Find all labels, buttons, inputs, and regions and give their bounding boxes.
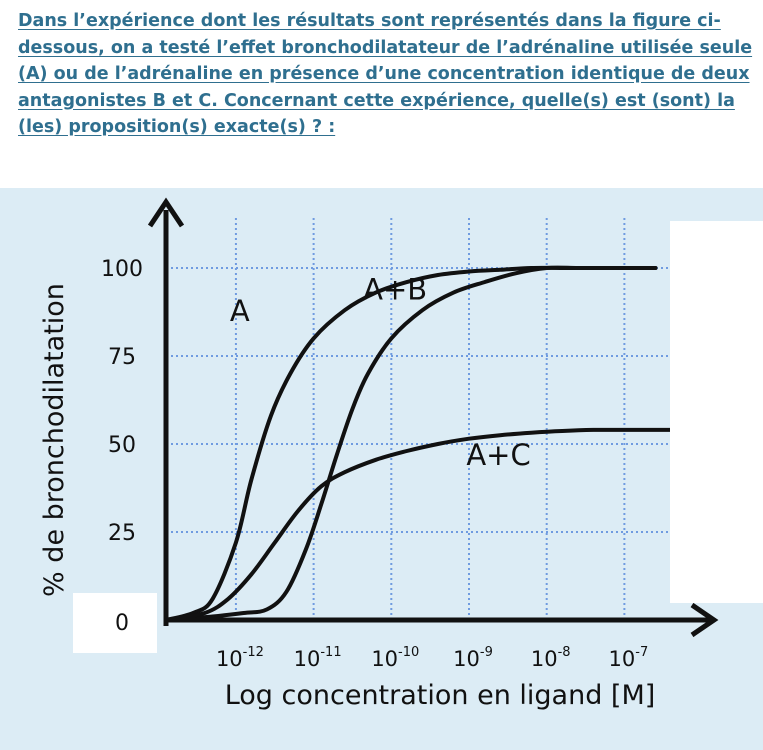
x-tick-label-5: 10-7	[609, 645, 649, 671]
y-tick-label-50: 50	[108, 433, 136, 458]
x-tick-label-2: 10-10	[371, 645, 419, 671]
series-labels: A A+B A+C	[230, 273, 531, 472]
x-tick-label-4: 10-8	[531, 645, 571, 671]
series-line-a-plus-b	[166, 265, 658, 622]
question-text: Dans l’expérience dont les résultats son…	[18, 11, 753, 137]
series-line-a-plus-c	[166, 427, 671, 622]
series-label-a-plus-b: A+B	[363, 273, 427, 307]
y-tick-label-75: 75	[108, 345, 136, 370]
white-patch-right	[670, 221, 763, 603]
white-patch-left	[73, 593, 157, 653]
y-axis-title: % de bronchodilatation	[39, 283, 70, 597]
y-tick-label-100: 100	[101, 257, 143, 282]
curves	[166, 265, 671, 622]
x-tick-label-3: 10-9	[453, 645, 493, 671]
series-label-a: A	[230, 294, 250, 328]
y-tick-label-0: 0	[115, 611, 129, 636]
y-tick-label-25: 25	[108, 521, 136, 546]
x-tick-label-0: 10-12	[216, 645, 264, 671]
y-tick-labels: 25 50 75 100	[101, 257, 143, 546]
x-axis-title: Log concentration en ligand [M]	[225, 680, 656, 711]
axes	[147, 197, 719, 638]
x-axis-arrow	[690, 602, 719, 638]
series-label-a-plus-c: A+C	[466, 438, 530, 472]
x-tick-label-1: 10-11	[294, 645, 342, 671]
y-axis-arrow	[147, 197, 185, 228]
x-tick-labels: 10-12 10-11 10-10 10-9 10-8 10-7	[216, 645, 648, 671]
